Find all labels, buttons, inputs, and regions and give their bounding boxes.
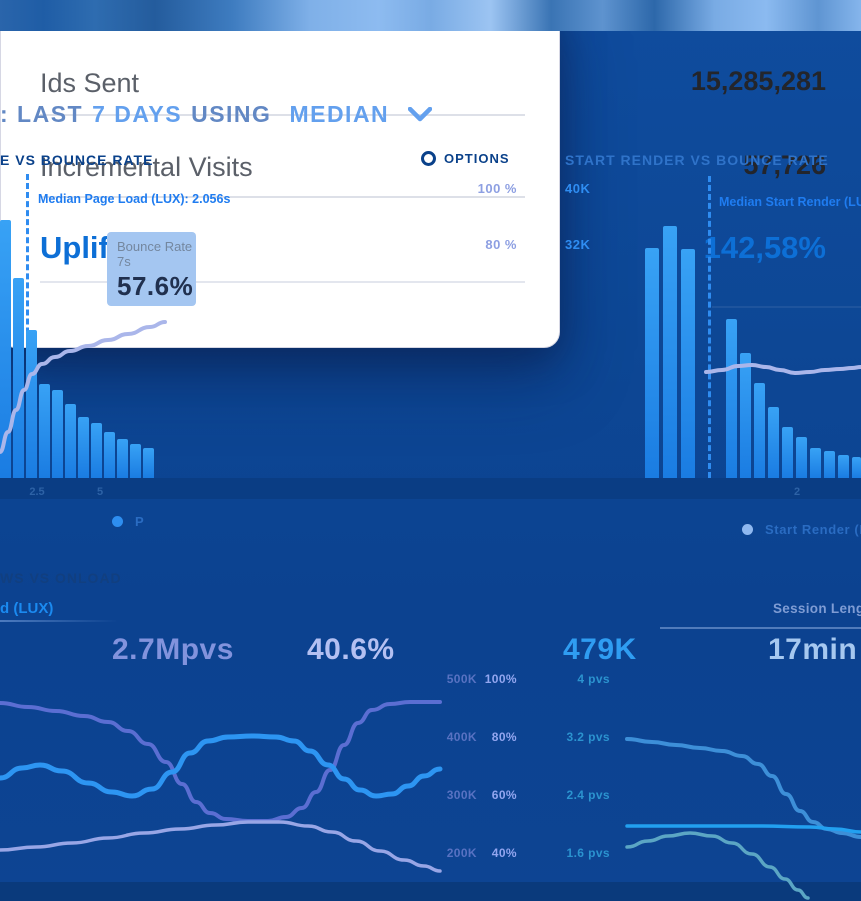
aggregation-value: MEDIAN	[289, 100, 390, 127]
incremental-visits-value: 57,726	[743, 150, 826, 180]
y-400k: 400K	[446, 730, 477, 744]
legend-start-render-label: Start Render (LU	[765, 522, 861, 537]
y-1-6pvs: 1.6 pvs	[566, 846, 610, 860]
median-start-render-marker	[708, 176, 711, 478]
session-line-flat	[625, 824, 861, 834]
bottom-strip	[0, 882, 861, 901]
histogram-bar	[104, 432, 115, 478]
page-load-chart-title: E VS BOUNCE RATE	[0, 152, 154, 168]
histogram-bar	[824, 451, 835, 478]
ids-sent-value: 15,285,281	[690, 66, 826, 96]
pageviews-line-lavender	[0, 820, 442, 873]
dot-icon	[112, 516, 123, 527]
start-render-chart-title: START RENDER VS BOUNCE RATE	[565, 152, 829, 168]
histogram-bar	[726, 319, 737, 478]
histogram-bar	[663, 226, 677, 478]
row-divider	[40, 114, 525, 116]
histogram-bar	[39, 384, 50, 478]
dot-icon	[742, 524, 753, 535]
histogram-bar	[78, 417, 89, 478]
uplift-label: Uplift	[40, 230, 120, 265]
x-tick-5: 5	[96, 486, 104, 498]
date-range-prefix: : LAST	[0, 100, 84, 127]
pageviews-line-slate	[0, 699, 442, 823]
histogram-bar	[65, 404, 76, 478]
median-start-render-label: Median Start Render (LUX	[719, 195, 861, 209]
y-500k: 500K	[446, 672, 477, 686]
histogram-bar	[838, 455, 849, 478]
onload-legend-label[interactable]: d (LUX)	[0, 600, 54, 617]
histogram-bar	[143, 448, 154, 478]
pageviews-chart-title: WS VS ONLOAD	[0, 570, 122, 586]
x-tick-2: 2	[793, 486, 801, 498]
median-page-load-marker	[26, 174, 29, 478]
histogram-bar	[681, 249, 695, 478]
gridline	[712, 306, 861, 308]
row-divider	[40, 281, 525, 283]
gear-icon	[421, 151, 436, 166]
legend-page-load[interactable]: P	[112, 514, 144, 529]
bounce-axis-80: 80 %	[485, 237, 517, 252]
options-label: OPTIONS	[444, 151, 510, 166]
legend-divider	[0, 620, 118, 622]
options-button[interactable]: OPTIONS	[421, 151, 510, 166]
hover-tooltip: Bounce Rate 7s 57.6%	[107, 232, 196, 306]
uplift-value: 142,58%	[703, 230, 826, 265]
tooltip-title: Bounce Rate	[117, 239, 193, 254]
chevron-down-icon	[408, 106, 433, 121]
tooltip-subtitle: 7s	[117, 254, 131, 269]
y-2-4pvs: 2.4 pvs	[566, 788, 610, 802]
histogram-bar	[754, 383, 765, 478]
y-300k: 300K	[446, 788, 477, 802]
histogram-bar	[740, 353, 751, 478]
stat-sessions: 479K	[563, 633, 637, 666]
render-axis-40k: 40K	[565, 181, 591, 196]
histogram-bar	[768, 407, 779, 478]
y-200k: 200K	[446, 846, 477, 860]
y-60pct: 60%	[491, 788, 517, 802]
x-tick-2-5: 2.5	[29, 486, 45, 498]
legend-start-render[interactable]: Start Render (LU	[742, 522, 861, 537]
pageviews-line-bright	[0, 733, 443, 799]
top-banner-image	[0, 0, 861, 31]
stat-percent: 40.6%	[307, 633, 395, 666]
ids-sent-label: Ids Sent	[40, 68, 140, 98]
tooltip-value: 57.6%	[117, 271, 194, 301]
y-100pct: 100%	[484, 672, 517, 686]
histogram-bar	[782, 427, 793, 478]
histogram-bar	[52, 390, 63, 478]
x-axis-strip	[0, 478, 861, 499]
uplift-summary-modal: Ids Sent 15,285,281 Incremental Visits 5…	[0, 0, 826, 348]
incremental-visits-label: Incremental Visits	[40, 152, 253, 182]
y-40pct: 40%	[491, 846, 517, 860]
histogram-bar	[852, 457, 861, 478]
session-line-medium	[625, 737, 861, 839]
median-page-load-label: Median Page Load (LUX): 2.056s	[38, 192, 231, 206]
histogram-bar	[117, 439, 128, 478]
y-4pvs: 4 pvs	[577, 672, 610, 686]
session-length-label: Session Leng	[773, 601, 861, 616]
histogram-bar	[810, 448, 821, 478]
histogram-bar	[796, 437, 807, 478]
y-80pct: 80%	[491, 730, 517, 744]
date-range-dropdown[interactable]: : LAST 7 DAYS USING MEDIAN	[0, 98, 433, 130]
date-range-using: USING	[191, 100, 272, 127]
render-axis-32k: 32K	[565, 237, 591, 252]
date-range-value: 7 DAYS	[92, 100, 183, 127]
stat-session-length: 17min	[768, 633, 858, 666]
histogram-bar	[91, 423, 102, 478]
legend-page-load-label: P	[135, 514, 145, 529]
row-divider	[40, 196, 525, 198]
start-render-bounce-curve	[704, 362, 861, 376]
stat-pageviews: 2.7Mpvs	[112, 633, 234, 666]
histogram-bar	[130, 444, 141, 478]
y-3-2pvs: 3.2 pvs	[566, 730, 610, 744]
session-divider	[660, 627, 861, 629]
histogram-bar	[645, 248, 659, 478]
bounce-axis-100: 100 %	[477, 181, 517, 196]
